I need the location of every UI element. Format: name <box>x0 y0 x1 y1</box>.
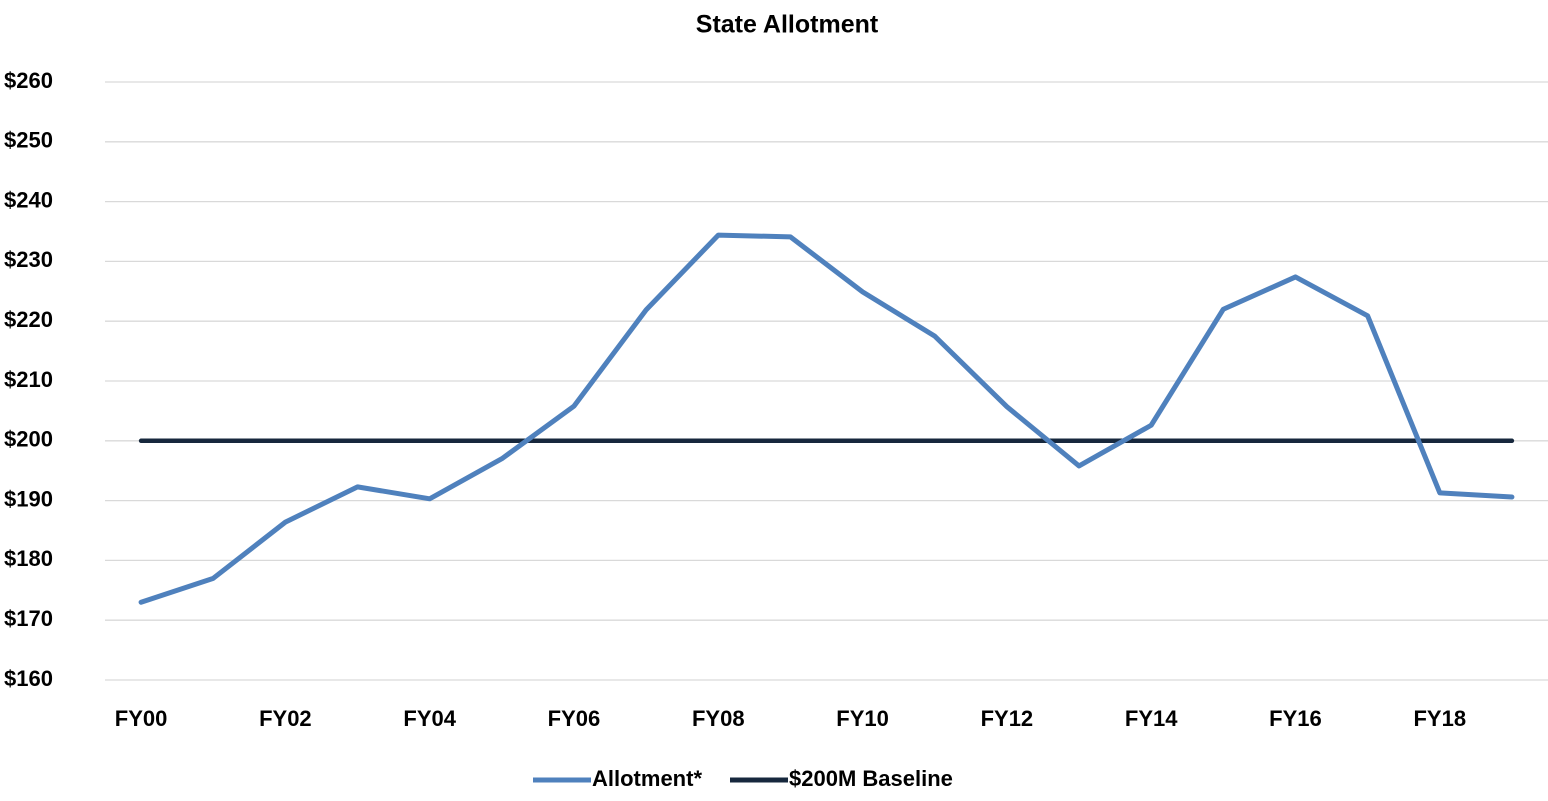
chart-title: State Allotment <box>696 11 879 39</box>
legend-label: $200M Baseline <box>789 766 953 791</box>
x-tick-label: FY02 <box>259 706 312 731</box>
x-tick-label: FY00 <box>115 706 168 731</box>
x-tick-label: FY14 <box>1125 706 1178 731</box>
y-tick-label: $190 <box>4 486 53 511</box>
x-tick-label: FY12 <box>981 706 1034 731</box>
x-tick-label: FY08 <box>692 706 745 731</box>
y-tick-label: $260 <box>4 68 53 93</box>
x-tick-label: FY18 <box>1413 706 1466 731</box>
y-tick-label: $230 <box>4 247 53 272</box>
x-tick-label: FY16 <box>1269 706 1322 731</box>
y-tick-label: $210 <box>4 367 53 392</box>
x-tick-label: FY04 <box>403 706 456 731</box>
y-tick-label: $180 <box>4 546 53 571</box>
line-series <box>138 232 1515 605</box>
y-tick-label: $220 <box>4 307 53 332</box>
y-tick-label: $250 <box>4 128 53 153</box>
y-tick-label: $240 <box>4 187 53 212</box>
legend-label: Allotment* <box>592 766 702 791</box>
x-tick-label: FY06 <box>548 706 601 731</box>
x-tick-label: FY10 <box>836 706 889 731</box>
y-tick-label: $160 <box>4 666 53 691</box>
y-tick-label: $170 <box>4 606 53 631</box>
y-tick-label: $200 <box>4 427 53 452</box>
